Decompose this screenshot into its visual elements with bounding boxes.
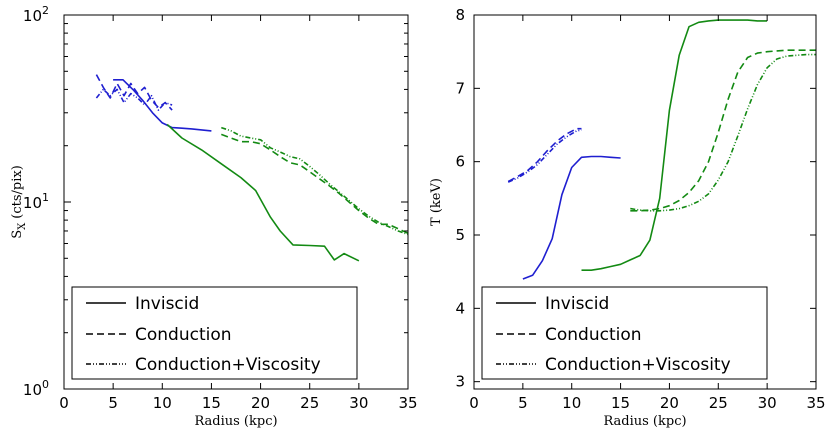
sx-series-outer-inviscid (166, 123, 360, 262)
temp-legend-label-inviscid: Inviscid (545, 294, 609, 314)
sx-series-inner-conduction (95, 74, 173, 111)
sx-ytick-label: 100 (23, 378, 49, 399)
temp-ytick-label: 5 (455, 226, 465, 244)
sx-xtick-label: 30 (349, 394, 368, 412)
temp-xtick-label: 5 (518, 394, 528, 412)
temp-ytick-label: 8 (455, 6, 465, 24)
temp-series-inner-conduction-viscosity (507, 129, 582, 183)
temp-ytick-label: 4 (455, 299, 465, 317)
sx-ytick-label: 101 (23, 191, 49, 212)
temp-series-inner-conduction (507, 127, 582, 183)
sx-xtick-label: 5 (108, 394, 118, 412)
sx-legend-label-conduction-viscosity: Conduction+Viscosity (135, 355, 321, 375)
temp-xtick-label: 0 (469, 394, 479, 412)
temp-yaxis-label: T (keV) (429, 178, 444, 226)
sx-xtick-label: 0 (59, 394, 69, 412)
sx-legend-label-inviscid: Inviscid (135, 294, 199, 314)
temp-xtick-label: 35 (806, 394, 825, 412)
temp-legend-label-conduction-viscosity: Conduction+Viscosity (545, 355, 731, 375)
temp-panel: 0 5 10 15 20 25 30 35 3 4 5 6 7 8 Radius (kpc) T (keV… (429, 6, 826, 429)
sx-xtick-label: 35 (398, 394, 417, 412)
temp-xtick-label: 15 (611, 394, 630, 412)
temp-xtick-label: 30 (758, 394, 777, 412)
temp-series-layer (507, 19, 816, 280)
temp-ticks-layer: 0 5 10 15 20 25 30 35 3 4 5 6 7 8 (455, 6, 825, 412)
temp-legend-label-conduction: Conduction (545, 325, 642, 345)
temp-xtick-label: 20 (660, 394, 679, 412)
temp-series-inner-inviscid (522, 155, 621, 280)
sx-panel: 0 5 10 15 20 25 30 35 100 101 102 Radius (kpc) … (10, 4, 418, 429)
sx-xtick-label: 25 (300, 394, 319, 412)
temp-xtick-label: 25 (709, 394, 728, 412)
temp-plot-frame (473, 14, 817, 390)
sx-legend-label-conduction: Conduction (135, 325, 232, 345)
sx-ytick-label: 102 (23, 4, 49, 25)
sx-yaxis-label: SX(cts/pix) (10, 165, 28, 239)
sx-xtick-label: 20 (251, 394, 270, 412)
temp-series-outer-inviscid (581, 19, 768, 272)
sx-xtick-label: 15 (202, 394, 221, 412)
temp-series-outer-conduction-viscosity (630, 53, 816, 212)
sx-series-outer-conduction-viscosity (221, 126, 408, 236)
sx-xaxis-label: Radius (kpc) (194, 414, 277, 429)
temp-ytick-label: 7 (455, 79, 465, 97)
temp-series-outer-conduction (630, 49, 816, 212)
sx-series-inner-conduction-viscosity (95, 88, 173, 111)
sx-series-layer (95, 74, 408, 262)
temp-ytick-label: 3 (455, 373, 465, 391)
sx-legend: Inviscid Conduction Conduction+Viscosity (71, 286, 358, 380)
sx-series-outer-conduction (221, 133, 408, 235)
sx-ticks-layer: 0 5 10 15 20 25 30 35 (59, 15, 418, 412)
temp-xtick-label: 10 (562, 394, 581, 412)
temp-xaxis-label: Radius (kpc) (603, 414, 686, 429)
temp-legend: Inviscid Conduction Conduction+Viscosity (481, 286, 768, 380)
temp-ytick-label: 6 (455, 153, 465, 171)
sx-xtick-label: 10 (153, 394, 172, 412)
